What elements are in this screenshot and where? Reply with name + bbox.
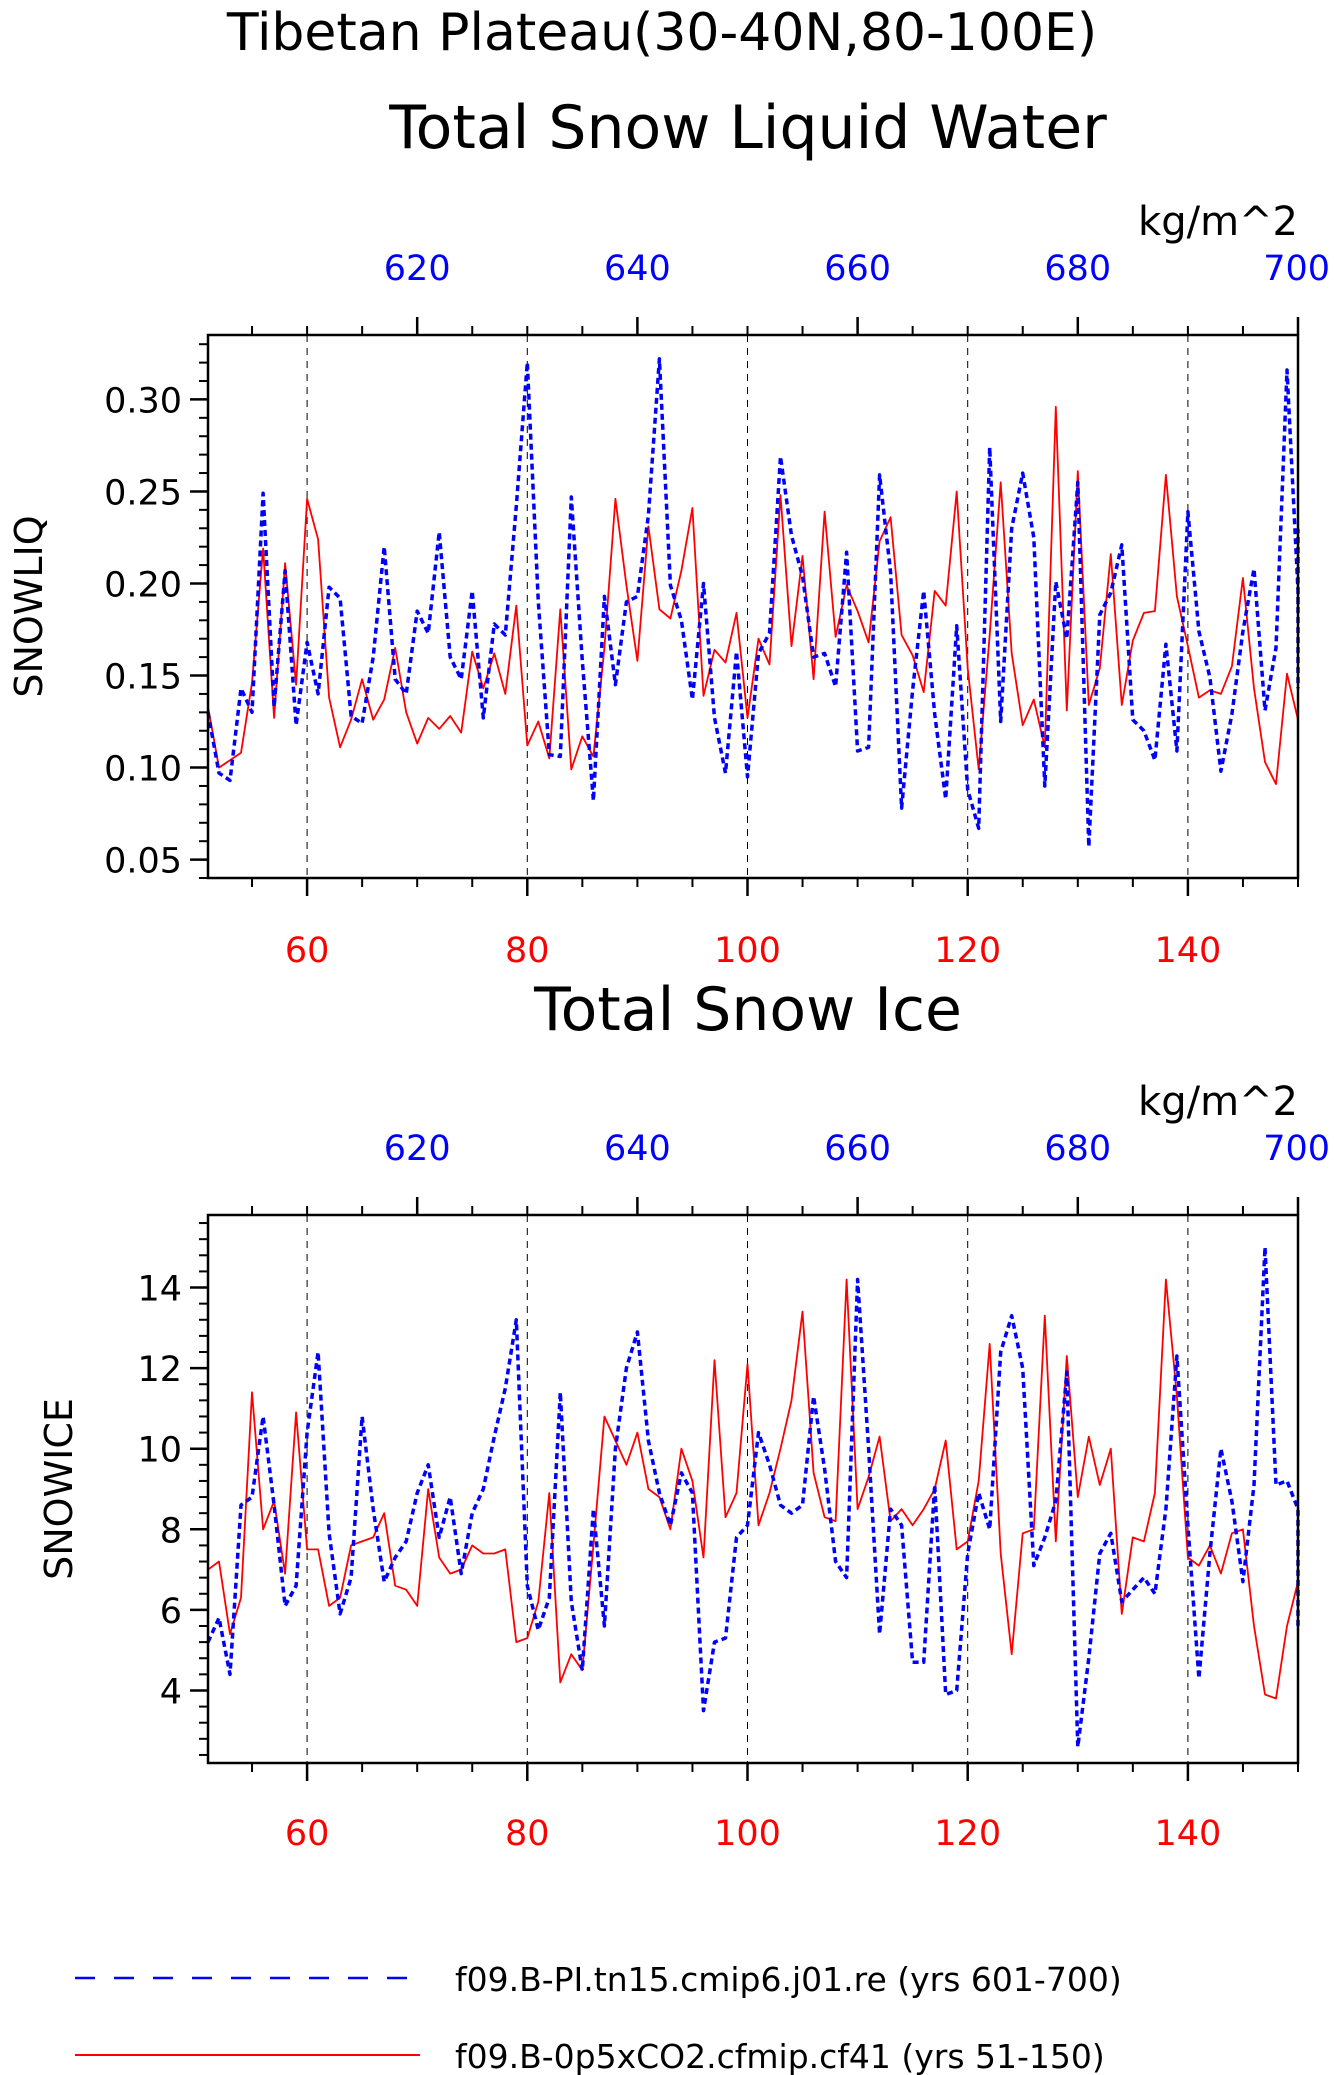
x-top-tick-label: 660 — [824, 1129, 891, 1169]
panel-title: Total Snow Ice — [533, 975, 962, 1045]
x-top-tick-label: 660 — [824, 249, 891, 289]
y-axis-label: SNOWICE — [37, 1398, 81, 1580]
legend-label-red: f09.B-0p5xCO2.cfmip.cf41 (yrs 51-150) — [455, 2037, 1105, 2075]
x-bottom-tick-label: 100 — [714, 931, 781, 971]
y-tick-label: 8 — [160, 1511, 182, 1551]
figure-title: Tibetan Plateau(30-40N,80-100E) — [226, 3, 1097, 63]
x-top-tick-label: 620 — [384, 1129, 451, 1169]
x-bottom-tick-label: 60 — [285, 931, 330, 971]
y-tick-label: 0.25 — [104, 473, 182, 513]
series-line-red — [207, 1278, 1299, 1700]
units-label: kg/m^2 — [1138, 199, 1298, 245]
units-label: kg/m^2 — [1138, 1079, 1298, 1125]
y-tick-label: 14 — [137, 1270, 182, 1310]
x-top-tick-label: 640 — [604, 249, 671, 289]
y-tick-label: 0.30 — [104, 381, 182, 421]
x-top-tick-label: 700 — [1263, 1129, 1330, 1169]
legend-label-blue: f09.B-PI.tn15.cmip6.j01.re (yrs 601-700) — [455, 1960, 1122, 1999]
x-top-tick-label: 680 — [1044, 1129, 1111, 1169]
snowice-panel: Total Snow Ice kg/m^2 SNOWICE 4 6 8 10 12 14 60 80… — [37, 975, 1330, 1854]
x-bottom-tick-label: 120 — [934, 931, 1001, 971]
y-tick-label: 6 — [160, 1592, 182, 1632]
legend: f09.B-PI.tn15.cmip6.j01.re (yrs 601-700)… — [75, 1960, 1122, 2075]
x-bottom-tick-label: 120 — [934, 1814, 1001, 1854]
x-bottom-tick-label: 80 — [505, 931, 550, 971]
x-bottom-tick-label: 140 — [1154, 1814, 1221, 1854]
x-top-tick-label: 640 — [604, 1129, 671, 1169]
series-line-red — [207, 405, 1299, 785]
x-top-tick-label: 680 — [1044, 249, 1111, 289]
y-tick-label: 0.20 — [104, 565, 182, 605]
x-top-tick-label: 700 — [1263, 249, 1330, 289]
y-tick-label: 0.05 — [104, 842, 182, 882]
x-bottom-tick-label: 60 — [285, 1814, 330, 1854]
panel-title: Total Snow Liquid Water — [388, 93, 1107, 163]
series-line-blue — [206, 357, 1300, 849]
y-tick-label: 0.10 — [104, 750, 182, 790]
x-bottom-tick-label: 140 — [1154, 931, 1221, 971]
plot-frame — [206, 1213, 1300, 1765]
x-top-tick-label: 620 — [384, 249, 451, 289]
series-line-blue — [206, 1245, 1300, 1749]
snowliq-panel: Total Snow Liquid Water kg/m^2 SNOWLIQ 0.05… — [7, 93, 1330, 971]
y-tick-label: 10 — [137, 1431, 182, 1471]
x-bottom-tick-label: 80 — [505, 1814, 550, 1854]
y-tick-label: 12 — [137, 1350, 182, 1390]
y-tick-label: 0.15 — [104, 658, 182, 698]
y-axis-label: SNOWLIQ — [7, 515, 51, 697]
plot-frame — [206, 333, 1300, 880]
x-bottom-tick-label: 100 — [714, 1814, 781, 1854]
y-tick-label: 4 — [160, 1672, 182, 1712]
